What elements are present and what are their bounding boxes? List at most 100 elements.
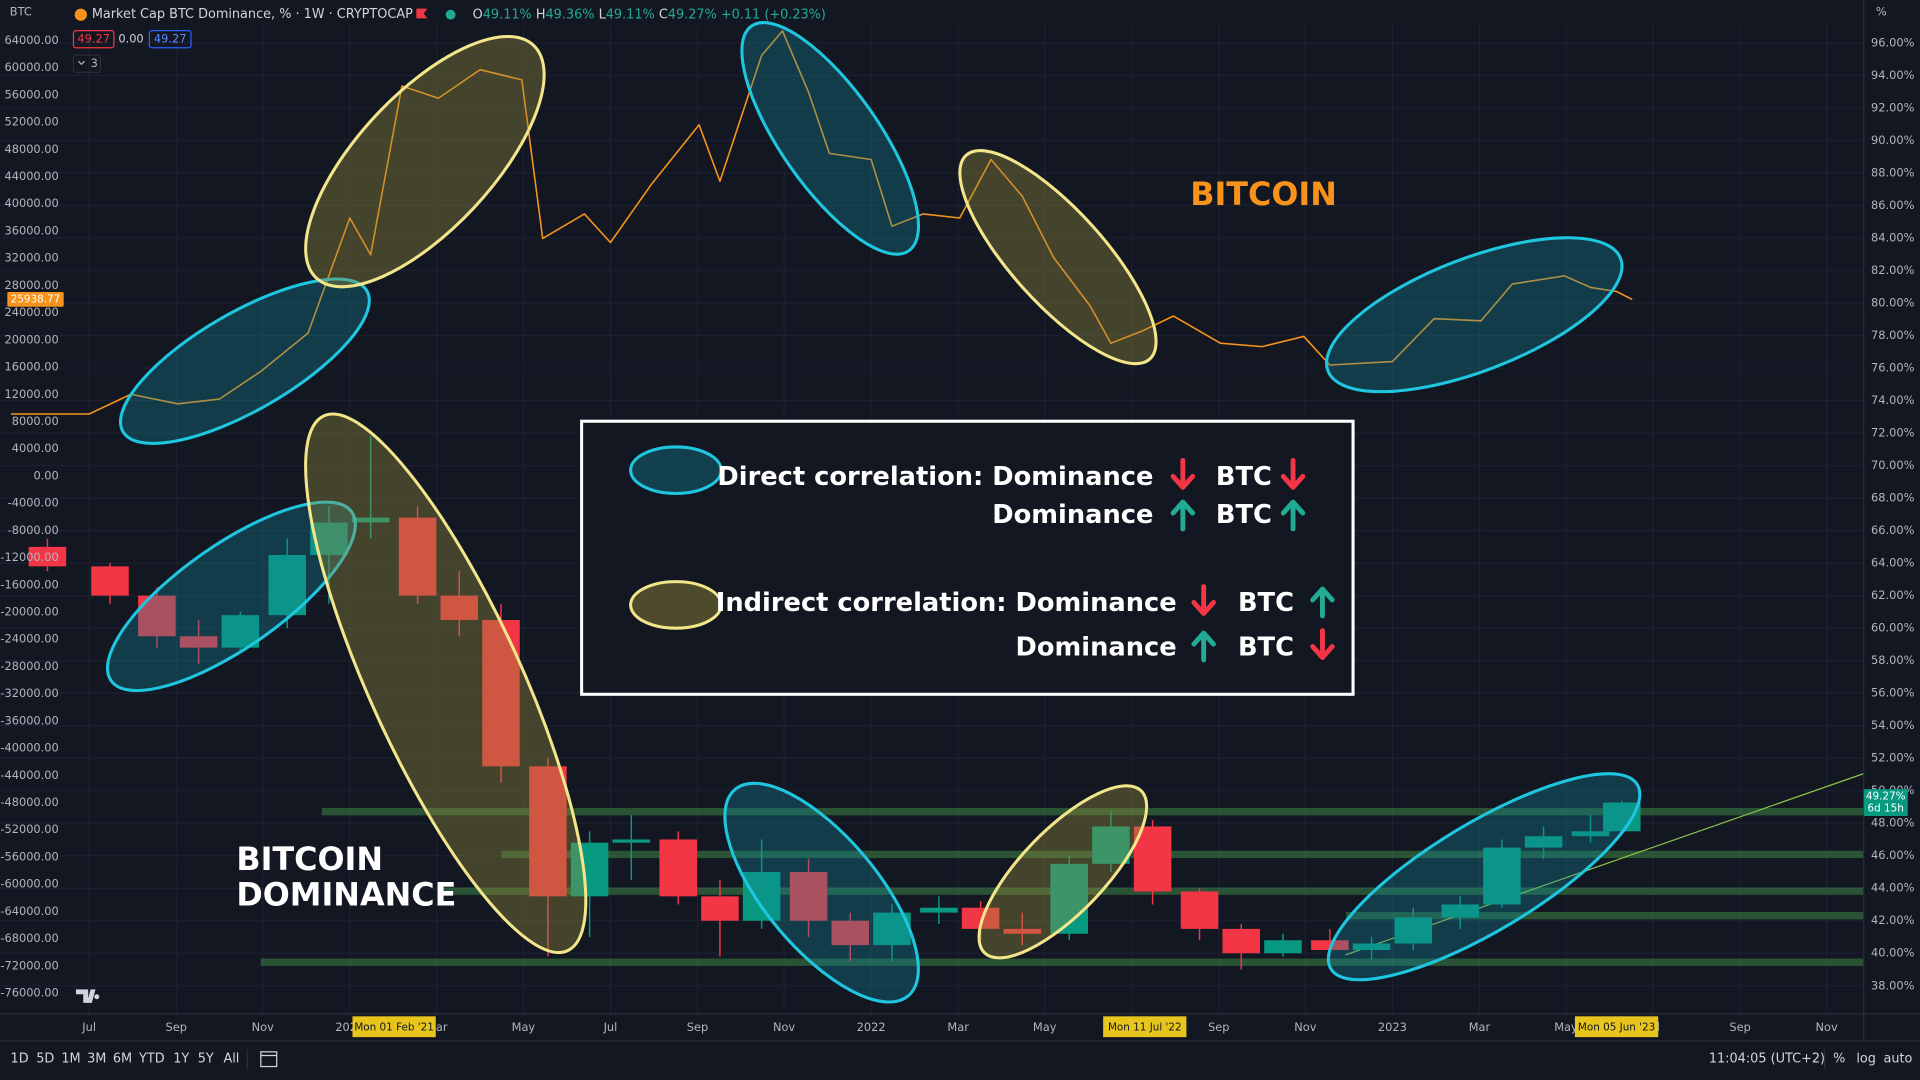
candle-body	[961, 907, 1000, 929]
candle-body	[1352, 943, 1391, 950]
btc-annotation: BITCOIN	[1190, 175, 1337, 213]
clock[interactable]: 11:04:05 (UTC+2)	[1709, 1052, 1825, 1067]
x-tick-label: Mar	[1469, 1020, 1491, 1034]
x-tick-label: May	[512, 1020, 536, 1034]
dominance-annotation: BITCOIN	[236, 840, 383, 878]
left-tick-label: -52000.00	[0, 822, 58, 836]
left-tick-label: -8000.00	[8, 523, 59, 537]
candle-body	[1092, 826, 1130, 864]
sell-price[interactable]: 49.27	[77, 32, 110, 46]
symbol-logo	[74, 8, 87, 21]
left-tick-label: 24000.00	[4, 305, 58, 319]
range-button[interactable]: 5Y	[198, 1052, 214, 1067]
right-tick-label: 62.00%	[1871, 588, 1915, 602]
left-tick-label: 20000.00	[4, 332, 58, 346]
left-tick-label: 60000.00	[4, 60, 58, 74]
candle-body	[570, 842, 609, 897]
log-toggle[interactable]: log	[1856, 1052, 1876, 1067]
legend-text: Dominance	[1016, 632, 1177, 662]
price-tag	[7, 292, 64, 307]
legend-ellipse-indirect	[629, 580, 723, 630]
range-button[interactable]: 6M	[113, 1052, 132, 1067]
buy-price[interactable]: 49.27	[154, 32, 187, 46]
indicator-toggle[interactable]	[72, 54, 102, 73]
left-tick-label: -16000.00	[0, 577, 58, 591]
left-tick-label: -68000.00	[0, 931, 58, 945]
ohlc: O49.11% H49.36% L49.11% C49.27% +0.11 (+…	[473, 7, 826, 22]
calendar-icon	[260, 1051, 278, 1068]
left-tick-label: -48000.00	[0, 795, 58, 809]
right-tick-label: 48.00%	[1871, 816, 1915, 830]
right-tick-label: 92.00%	[1871, 100, 1915, 114]
ellipse-indirect	[304, 34, 546, 289]
x-tick-label: Nov	[1294, 1020, 1316, 1034]
support-level	[260, 958, 1864, 966]
x-tick-label: Nov	[773, 1020, 795, 1034]
x-tick-label: Sep	[1729, 1020, 1750, 1034]
candle-body	[482, 619, 520, 767]
right-tick-label: 52.00%	[1871, 751, 1915, 765]
auto-toggle[interactable]: auto	[1884, 1052, 1913, 1067]
percent-toggle[interactable]: %	[1833, 1052, 1845, 1067]
date-range-button[interactable]	[260, 1051, 278, 1068]
candle-body	[612, 839, 651, 843]
left-tick-label: -60000.00	[0, 877, 58, 891]
right-tick-label: 58.00%	[1871, 653, 1915, 667]
bar-countdown: 6d 15h	[1868, 803, 1904, 815]
crosshair-date-label: Mon 05 Jun '23	[1578, 1021, 1655, 1033]
x-tick-label: Sep	[165, 1020, 186, 1034]
series-title[interactable]: Market Cap BTC Dominance, % · 1W · CRYPT…	[92, 7, 413, 22]
left-tick-label: -64000.00	[0, 904, 58, 918]
range-button[interactable]: 5D	[36, 1052, 54, 1067]
plot-data	[10, 30, 1641, 970]
indicator-count[interactable]: 3	[91, 56, 98, 70]
candle-body	[351, 517, 390, 523]
left-tick-label: 40000.00	[4, 196, 58, 210]
x-tick-label: May	[1033, 1020, 1057, 1034]
bottom-bar-bg	[0, 1040, 1920, 1080]
right-tick-label: 78.00%	[1871, 328, 1915, 342]
left-tick-label: 64000.00	[4, 33, 58, 47]
spread: 0.00	[118, 32, 143, 46]
range-button[interactable]: All	[223, 1052, 239, 1067]
buy-badge[interactable]	[148, 30, 192, 49]
candle-body	[398, 517, 437, 596]
left-tick-label: -28000.00	[0, 659, 58, 673]
x-tick-label: Jul	[81, 1020, 96, 1034]
flag[interactable]	[416, 8, 428, 19]
candle-body	[91, 566, 129, 596]
candle-body	[831, 920, 870, 946]
right-tick-label: 72.00%	[1871, 426, 1915, 440]
ellipse-direct	[740, 21, 921, 256]
candle-body	[789, 871, 828, 921]
legend-text: BTC	[1238, 632, 1294, 662]
range-button[interactable]: 1D	[11, 1052, 29, 1067]
candle-body	[28, 546, 67, 567]
left-tick-label: 16000.00	[4, 360, 58, 374]
range-button[interactable]: 3M	[87, 1052, 106, 1067]
range-button[interactable]: YTD	[138, 1052, 165, 1067]
bottom-bar: 1D 5D 1M 3M 6M YTD 1Y 5Y All 11:04:05 (U…	[0, 1040, 1920, 1080]
candle-body	[701, 896, 739, 921]
symbol[interactable]: BTC	[10, 5, 32, 19]
ellipse-indirect	[977, 784, 1149, 960]
right-tick-label: 86.00%	[1871, 198, 1915, 212]
tv-logo	[75, 989, 100, 1003]
left-tick-label: -24000.00	[0, 632, 58, 646]
range-button[interactable]: 1M	[61, 1052, 80, 1067]
legend-text: Dominance	[992, 500, 1153, 530]
left-tick-label: -12000.00	[0, 550, 58, 564]
candle-body	[1264, 940, 1302, 954]
price-tag-label: 49.27%	[1866, 790, 1906, 802]
ellipse-direct	[105, 500, 357, 693]
right-tick-label: 76.00%	[1871, 361, 1915, 375]
x-tick-label: May	[1554, 1020, 1578, 1034]
left-tick-label: 48000.00	[4, 142, 58, 156]
candle-body	[1603, 802, 1641, 832]
grid	[0, 24, 1864, 1014]
sell-badge[interactable]	[72, 30, 115, 49]
ellipse-direct	[1326, 772, 1642, 982]
range-button[interactable]: 1Y	[173, 1052, 189, 1067]
right-tick-label: 88.00%	[1871, 165, 1915, 179]
legend-text: Direct correlation: Dominance	[717, 462, 1153, 492]
